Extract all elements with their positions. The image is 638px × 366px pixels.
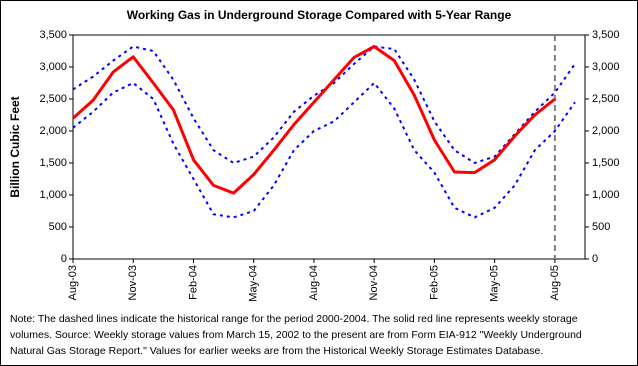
x-tick-label: Nov-03 [127,265,139,300]
y2-tick-label: 0 [592,253,598,265]
y2-tick-label: 500 [592,221,610,233]
y-axis-label: Billion Cubic Feet [8,96,22,197]
x-tick-label: Aug-03 [67,265,79,300]
y-tick-label: 0 [61,253,67,265]
x-tick-label: Feb-04 [187,265,199,300]
note-line: volumes. Source: Weekly storage values f… [10,329,582,341]
x-tick-label: Nov-04 [368,265,380,300]
y2-tick-label: 1,500 [592,157,620,169]
series-line [72,45,576,164]
y-tick-label: 500 [49,221,67,233]
y-tick-label: 1,000 [39,189,67,201]
y-tick-label: 2,000 [39,125,67,137]
plot-frame [72,34,586,260]
x-tick-label: Aug-05 [549,265,561,300]
y2-tick-label: 1,000 [592,189,620,201]
y2-tick-label: 3,500 [592,29,620,41]
y-tick-label: 3,000 [39,61,67,73]
y2-tick-label: 2,500 [592,93,620,105]
y2-tick-label: 2,000 [592,125,620,137]
x-tick-label: May-04 [248,265,260,302]
chart-title: Working Gas in Underground Storage Compa… [127,8,512,22]
y2-tick-label: 3,000 [592,61,620,73]
note-line: Natural Gas Storage Report." Values for … [10,345,543,357]
y-tick-label: 2,500 [39,93,67,105]
x-tick-label: Feb-05 [428,265,440,300]
y-tick-label: 3,500 [39,29,67,41]
y-tick-label: 1,500 [39,157,67,169]
x-tick-label: Aug-04 [308,265,320,300]
series-line [72,45,556,195]
note-line: Note: The dashed lines indicate the hist… [10,313,578,325]
x-tick-label: May-05 [489,265,501,302]
